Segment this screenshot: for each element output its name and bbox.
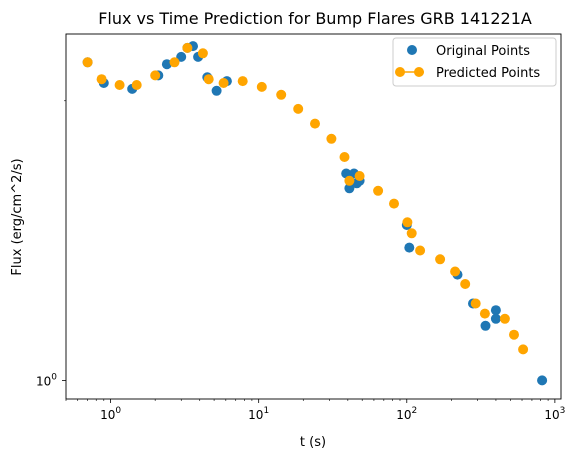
- predicted-point: [197, 48, 208, 59]
- legend-marker-predicted-2: [414, 67, 424, 77]
- axis-ticks: 100 101 102 103 100: [36, 100, 565, 422]
- predicted-point: [470, 298, 481, 309]
- legend-box: [392, 37, 557, 87]
- original-point: [404, 242, 415, 253]
- original-point: [537, 375, 548, 386]
- series-layer: [82, 41, 548, 386]
- predicted-point: [182, 42, 193, 53]
- predicted-point: [114, 80, 125, 90]
- legend-marker-predicted: [395, 67, 405, 77]
- predicted-point: [509, 329, 519, 340]
- original-point: [161, 59, 172, 70]
- y-tick-label: 100: [36, 372, 57, 388]
- predicted-point: [518, 344, 529, 355]
- y-axis-label: Flux (erg/cm^2/s): [10, 158, 25, 275]
- predicted-point: [339, 152, 350, 162]
- x-tick-label: 100: [100, 406, 121, 422]
- predicted-point: [96, 74, 107, 85]
- original-point: [480, 320, 491, 331]
- predicted-point: [415, 245, 426, 256]
- series-predicted: [82, 42, 529, 355]
- x-tick-label: 103: [544, 406, 565, 422]
- axes-frame: [65, 33, 562, 400]
- original-point: [490, 313, 501, 324]
- predicted-point: [389, 198, 399, 209]
- predicted-point: [218, 78, 229, 88]
- predicted-point: [344, 175, 355, 186]
- predicted-point: [169, 57, 180, 68]
- original-point: [490, 305, 501, 316]
- legend-marker-original: [407, 45, 417, 55]
- chart-title: Flux vs Time Prediction for Bump Flares …: [98, 9, 532, 28]
- original-point: [176, 51, 187, 62]
- legend-label-predicted: Predicted Points: [436, 66, 540, 81]
- x-tick-label: 102: [396, 406, 417, 422]
- plot-area: 100 101 102 103 100: [36, 33, 565, 422]
- original-point: [211, 85, 222, 96]
- predicted-point: [82, 57, 93, 68]
- original-point: [344, 183, 355, 194]
- predicted-point: [237, 76, 248, 87]
- predicted-point: [276, 89, 287, 100]
- predicted-point: [406, 228, 417, 239]
- predicted-point: [373, 185, 384, 196]
- predicted-point: [150, 70, 161, 81]
- predicted-point: [499, 313, 510, 324]
- legend-label-original: Original Points: [436, 44, 530, 59]
- predicted-point: [460, 279, 471, 289]
- predicted-point: [354, 171, 365, 181]
- predicted-point: [435, 254, 446, 265]
- predicted-point: [310, 118, 320, 129]
- predicted-point: [479, 308, 490, 319]
- predicted-point: [131, 80, 142, 90]
- x-tick-label: 101: [248, 406, 269, 422]
- predicted-point: [402, 217, 413, 228]
- predicted-point: [293, 103, 304, 114]
- predicted-point: [203, 74, 214, 85]
- predicted-point: [256, 81, 267, 92]
- predicted-point: [326, 133, 337, 144]
- legend: Original Points Predicted Points: [392, 37, 557, 87]
- x-axis-label: t (s): [300, 435, 326, 450]
- predicted-point: [450, 266, 461, 277]
